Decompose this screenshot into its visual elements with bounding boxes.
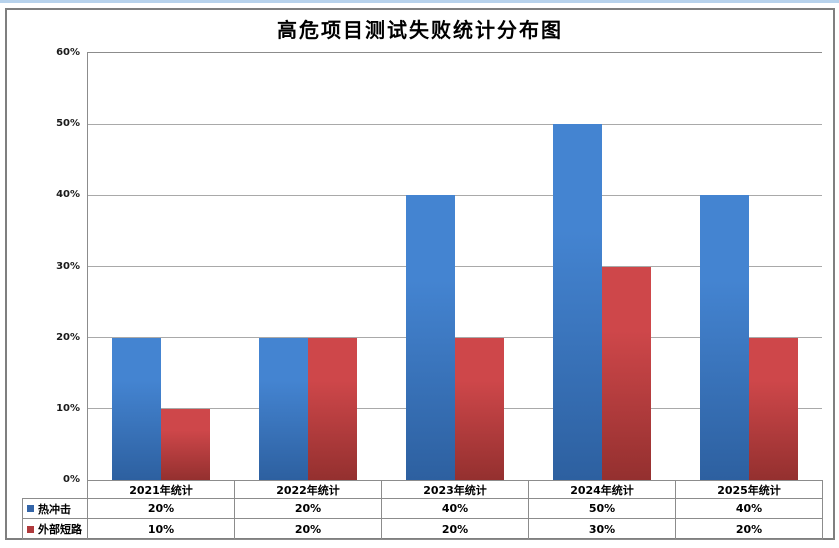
- table-header-row: 2021年统计 2022年统计 2023年统计 2024年统计 2025年统计: [23, 480, 823, 499]
- category-header-cell: 2023年统计: [381, 480, 529, 499]
- value-cell: 20%: [234, 498, 382, 519]
- bar-热冲击-2024年统计: [553, 124, 602, 480]
- legend-cell: 热冲击: [22, 498, 88, 519]
- value-cell: 10%: [87, 518, 235, 540]
- category-header-cell: 2025年统计: [675, 480, 823, 499]
- value-cell: 50%: [528, 498, 676, 519]
- bar-热冲击-2023年统计: [406, 195, 455, 480]
- table-blank-corner: [23, 481, 88, 499]
- y-tick-label: 0%: [63, 474, 80, 485]
- y-tick-label: 60%: [56, 47, 80, 58]
- series-row: 热冲击 20% 20% 40% 50% 40%: [22, 498, 823, 519]
- legend-series-name: 热冲击: [38, 502, 71, 516]
- chart-data-table: 2021年统计 2022年统计 2023年统计 2024年统计 2025年统计热冲击 20…: [22, 480, 823, 540]
- value-cell: 20%: [234, 518, 382, 540]
- gridline: [88, 266, 822, 267]
- chart-title: 高危项目测试失败统计分布图: [277, 18, 563, 42]
- legend-cell: 外部短路: [22, 518, 88, 540]
- window-edge-strip: [0, 0, 839, 3]
- value-cell: 20%: [675, 518, 823, 540]
- legend-swatch-icon: [27, 505, 34, 512]
- bar-热冲击-2022年统计: [259, 337, 308, 480]
- y-tick-label: 30%: [56, 260, 80, 272]
- bar-外部短路-2021年统计: [161, 408, 210, 480]
- category-header-cell: 2021年统计: [87, 480, 235, 499]
- bar-外部短路-2023年统计: [455, 337, 504, 480]
- bar-外部短路-2024年统计: [602, 266, 651, 480]
- value-cell: 20%: [381, 518, 529, 540]
- gridline: [88, 123, 822, 125]
- bar-热冲击-2021年统计: [112, 337, 161, 480]
- bar-外部短路-2025年统计: [749, 337, 798, 480]
- y-tick-label: 40%: [56, 189, 80, 201]
- bar-热冲击-2025年统计: [700, 195, 749, 480]
- y-tick-label: 50%: [56, 118, 80, 130]
- y-tick-label: 10%: [56, 402, 80, 414]
- y-tick-label: 20%: [56, 331, 80, 343]
- plot-top-border: [87, 52, 822, 53]
- value-cell: 40%: [381, 498, 529, 519]
- category-header-cell: 2024年统计: [528, 480, 676, 499]
- y-axis-line: [87, 52, 88, 480]
- bar-外部短路-2022年统计: [308, 337, 357, 480]
- category-header-cell: 2022年统计: [234, 480, 382, 499]
- legend-series-name: 外部短路: [38, 523, 82, 536]
- series-row: 外部短路 10% 20% 20% 30% 20%: [22, 518, 823, 540]
- value-cell: 20%: [87, 498, 235, 519]
- value-cell: 40%: [675, 498, 823, 519]
- legend-swatch-icon: [27, 525, 34, 533]
- value-cell: 30%: [528, 518, 676, 540]
- gridline: [88, 194, 822, 196]
